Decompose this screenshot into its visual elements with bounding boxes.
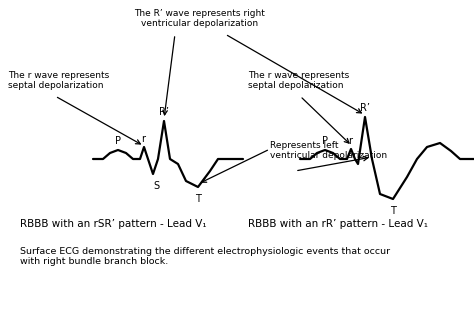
- Text: Represents left
ventricular depolarization: Represents left ventricular depolarizati…: [270, 141, 387, 160]
- Text: The r wave represents
septal depolarization: The r wave represents septal depolarizat…: [248, 71, 349, 90]
- Text: The r wave represents
septal depolarization: The r wave represents septal depolarizat…: [8, 71, 109, 90]
- Text: P: P: [322, 136, 328, 146]
- Text: RBBB with an rR’ pattern - Lead V₁: RBBB with an rR’ pattern - Lead V₁: [248, 219, 428, 229]
- Text: P: P: [115, 136, 121, 146]
- Text: Surface ECG demonstrating the different electrophysiologic events that occur
wit: Surface ECG demonstrating the different …: [20, 247, 390, 266]
- Text: T: T: [390, 206, 396, 216]
- Text: The R’ wave represents right
ventricular depolarization: The R’ wave represents right ventricular…: [135, 9, 265, 28]
- Text: RBBB with an rSR’ pattern - Lead V₁: RBBB with an rSR’ pattern - Lead V₁: [20, 219, 207, 229]
- Text: S: S: [153, 181, 159, 191]
- Text: R’: R’: [159, 107, 169, 117]
- Text: r: r: [141, 134, 145, 144]
- Text: T: T: [195, 194, 201, 204]
- Text: r: r: [348, 136, 352, 146]
- Text: R’: R’: [360, 103, 370, 113]
